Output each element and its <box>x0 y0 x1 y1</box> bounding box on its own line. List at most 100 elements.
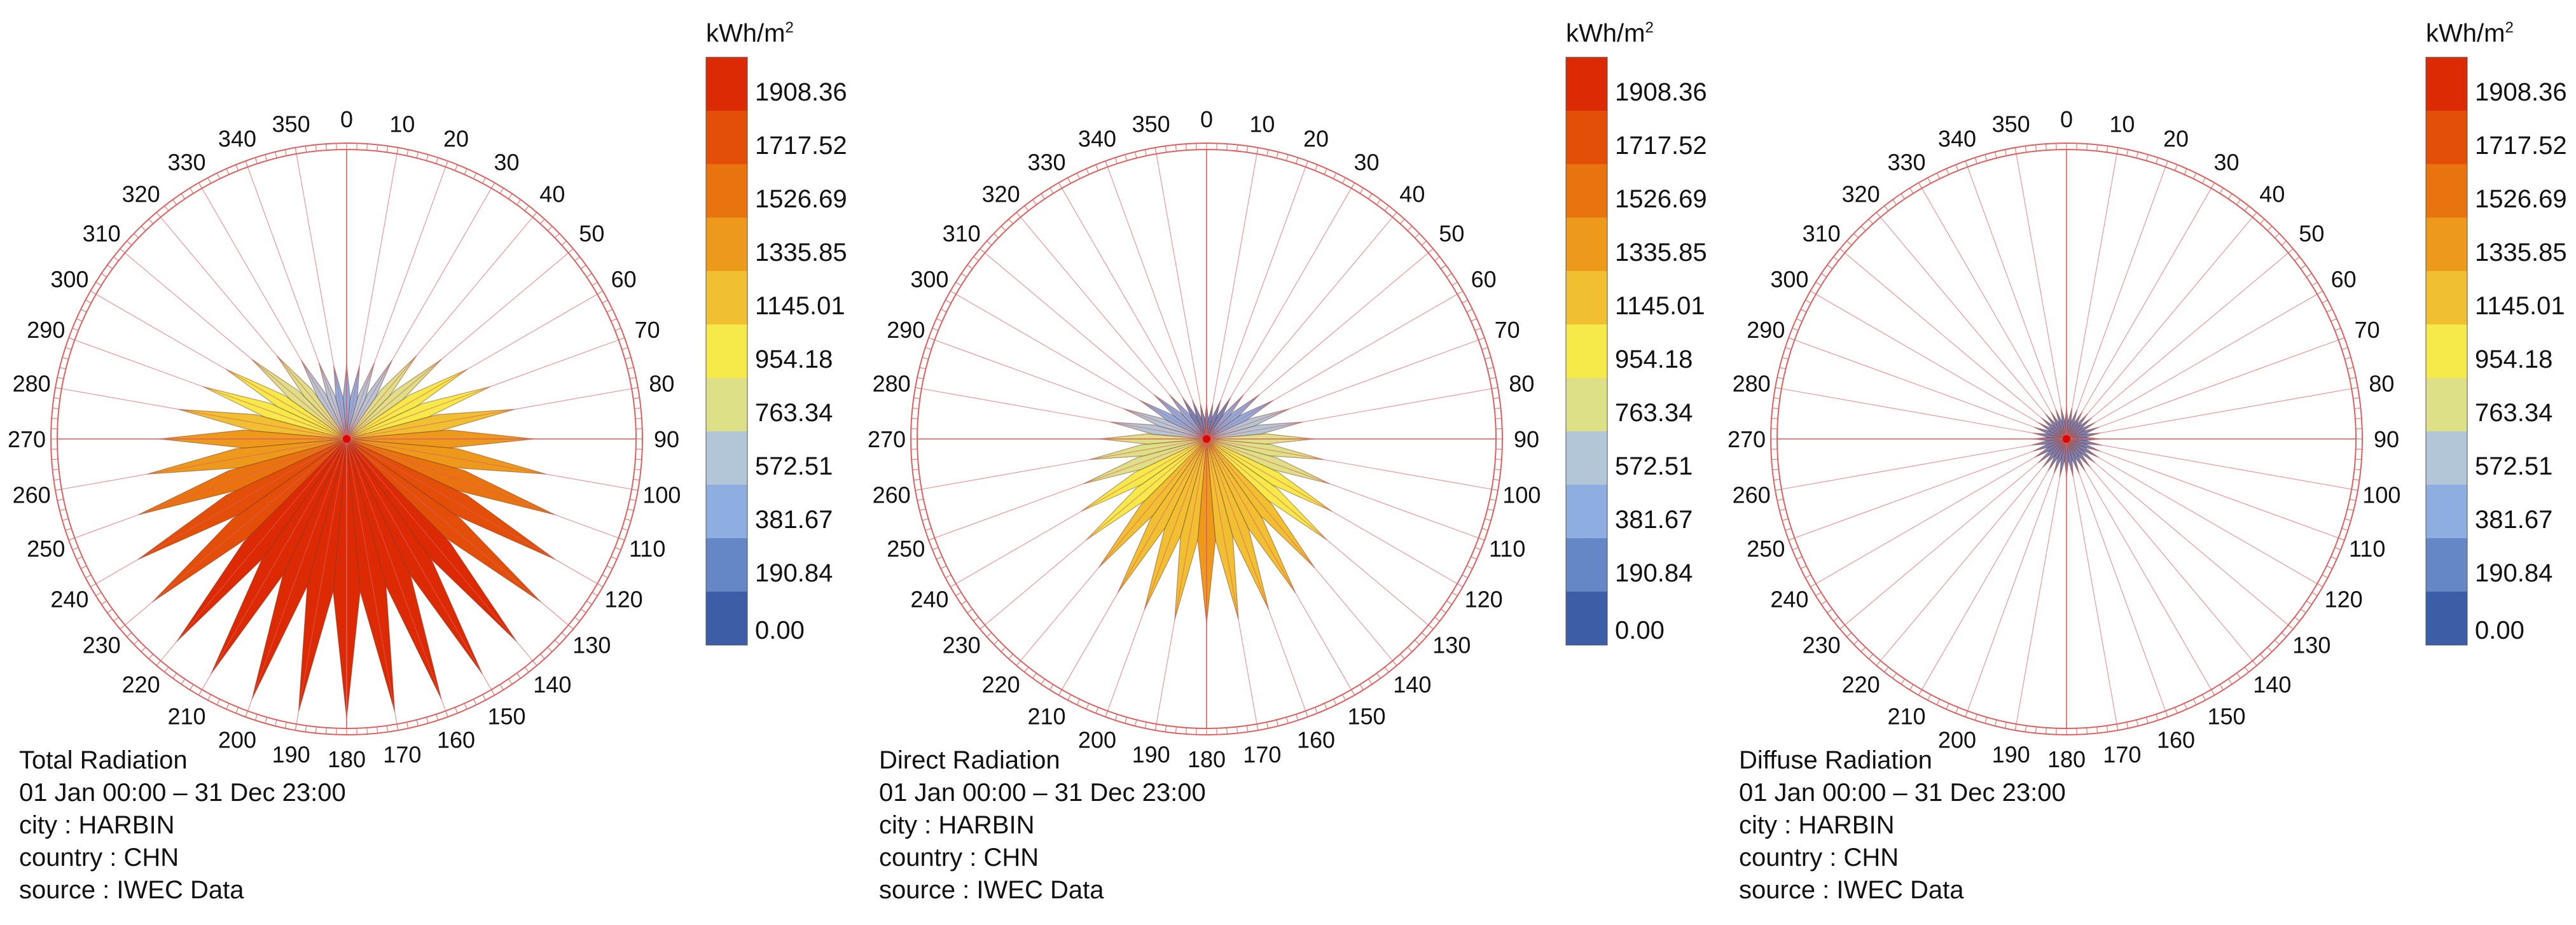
ring-tick <box>592 282 598 286</box>
ring-tick <box>95 282 102 286</box>
ring-tick <box>1333 172 1337 179</box>
angle-tick-label: 150 <box>2207 704 2245 730</box>
ring-tick <box>955 592 962 596</box>
ring-tick <box>426 717 429 724</box>
spoke-line <box>2016 153 2067 440</box>
ring-tick <box>554 639 560 645</box>
ring-tick <box>1175 144 1177 151</box>
legend-label: 1908.36 <box>755 78 847 106</box>
ring-tick <box>2174 164 2178 171</box>
city-label: city : HARBIN <box>19 811 175 839</box>
ring-tick <box>406 721 409 728</box>
spoke-line <box>1206 438 1306 711</box>
ring-tick <box>940 309 947 312</box>
ring-tick <box>1058 183 1062 189</box>
ring-tick <box>1236 727 1238 734</box>
ring-tick <box>1095 707 1099 714</box>
spoke-line <box>1880 217 2067 440</box>
ring-tick <box>574 616 580 622</box>
ring-tick <box>113 256 119 261</box>
ring-tick <box>1892 672 1897 679</box>
ring-tick <box>148 653 153 659</box>
ring-tick <box>226 703 230 710</box>
ring-tick <box>618 538 625 541</box>
angle-tick-label: 170 <box>1243 741 1281 767</box>
ring-tick <box>1775 387 1782 389</box>
ring-tick <box>265 717 268 724</box>
ring-tick <box>1359 684 1364 690</box>
ring-tick <box>1359 188 1364 194</box>
spoke-line <box>1815 294 2067 440</box>
spoke-line <box>346 438 492 690</box>
ring-tick <box>1236 144 1238 151</box>
spoke-line <box>2066 188 2212 440</box>
ring-tick <box>1305 160 1308 167</box>
spoke-line <box>1020 438 1207 661</box>
ring-tick <box>127 240 132 246</box>
ring-tick <box>2326 566 2333 569</box>
legend-swatch <box>1566 485 1607 538</box>
ring-tick <box>406 150 409 156</box>
ring-tick <box>1165 725 1167 732</box>
ring-tick <box>1175 727 1177 734</box>
legend-swatch <box>2426 164 2467 218</box>
ring-tick <box>554 233 560 239</box>
ring-tick <box>1827 265 1833 269</box>
ring-tick <box>2126 721 2129 728</box>
city-label: city : HARBIN <box>879 811 1035 839</box>
ring-tick <box>1086 703 1090 710</box>
ring-tick <box>925 528 932 531</box>
ring-tick <box>1995 151 1997 158</box>
ring-tick <box>2211 183 2215 189</box>
ring-tick <box>568 625 574 630</box>
angle-tick-label: 100 <box>642 482 681 508</box>
ring-tick <box>961 273 967 277</box>
ring-tick <box>80 309 87 312</box>
ring-tick <box>1076 699 1080 706</box>
angle-tick-label: 270 <box>8 426 46 452</box>
legend-swatch <box>2426 378 2467 431</box>
ring-tick <box>464 168 467 175</box>
angle-tick-label: 100 <box>1502 482 1541 508</box>
spoke-line <box>346 438 569 625</box>
ring-tick <box>1782 518 1789 521</box>
ring-tick <box>62 518 69 521</box>
legend-label: 572.51 <box>755 452 833 480</box>
source-label: source : IWEC Data <box>879 876 1104 904</box>
spoke-line <box>1156 153 1207 440</box>
ring-tick <box>1428 248 1434 253</box>
ring-tick <box>305 725 307 732</box>
ring-tick <box>2300 265 2306 269</box>
angle-tick-label: 190 <box>272 741 310 767</box>
ring-tick <box>1876 660 1881 666</box>
ring-tick <box>1909 684 1914 690</box>
ring-tick <box>945 300 952 303</box>
angle-tick-label: 220 <box>1842 671 1880 697</box>
angle-tick-label: 190 <box>1992 741 2030 767</box>
ring-tick <box>1421 632 1427 637</box>
legend-label: 0.00 <box>755 616 805 644</box>
ring-tick <box>416 720 419 727</box>
angle-tick-label: 130 <box>1432 632 1471 658</box>
ring-tick <box>1058 689 1062 695</box>
ring-tick <box>499 684 504 690</box>
ring-tick <box>632 387 639 389</box>
ring-tick <box>1186 144 1187 151</box>
ring-tick <box>635 459 642 460</box>
ring-tick <box>482 177 486 184</box>
spoke-line <box>1206 217 1393 440</box>
angle-tick-label: 10 <box>1249 111 1275 137</box>
ring-tick <box>915 489 922 491</box>
spoke-line <box>921 388 1207 440</box>
ring-tick <box>499 188 504 194</box>
ring-tick <box>2347 508 2354 511</box>
ring-tick <box>2294 256 2300 261</box>
angle-tick-label: 270 <box>1728 426 1766 452</box>
spoke-line <box>202 188 347 440</box>
angle-tick-label: 140 <box>2253 671 2291 697</box>
legend-label: 0.00 <box>1615 616 1665 644</box>
ring-tick <box>1984 717 1988 724</box>
ring-tick <box>1884 205 1889 211</box>
ring-tick <box>2156 157 2159 164</box>
spoke-line <box>1206 153 1257 440</box>
